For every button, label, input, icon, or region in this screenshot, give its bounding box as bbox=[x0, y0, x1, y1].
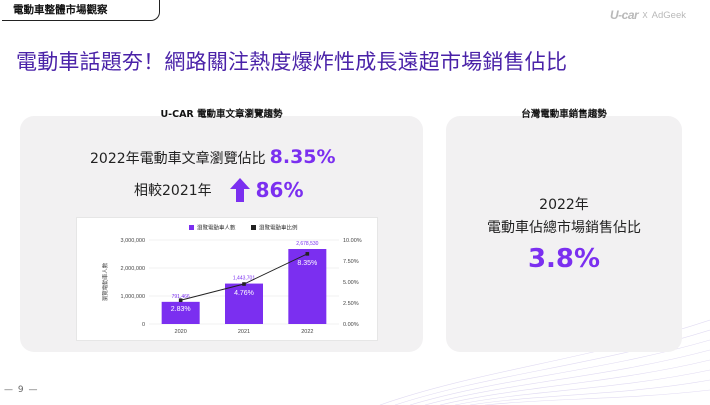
arrow-up-icon bbox=[229, 178, 250, 202]
section-tag: 電動車整體市場觀察 bbox=[2, 0, 160, 21]
chart-ratio-point bbox=[305, 252, 310, 256]
browse-trend-title: U-CAR 電動車文章瀏覽趨勢 bbox=[160, 109, 283, 120]
brand-logos: U-car X AdGeek bbox=[610, 8, 686, 22]
sales-share-label: 電動車佔總市場銷售佔比 bbox=[487, 220, 641, 236]
legend-swatch-line bbox=[251, 225, 256, 230]
growth-stat: 相較2021年 86% bbox=[134, 178, 304, 202]
chart-y-tick-label: 1,000,000 bbox=[121, 294, 145, 300]
legend-label-line: 瀏覽電動車比例 bbox=[259, 224, 298, 232]
sales-trend-panel: 台灣電動車銷售趨勢 2022年 電動車佔總市場銷售佔比 3.8% bbox=[446, 109, 682, 352]
browse-share-stat: 2022年電動車文章瀏覽佔比 8.35% bbox=[90, 146, 336, 168]
chart-ratio-label: 8.35% bbox=[297, 260, 317, 267]
adgeek-logo: AdGeek bbox=[651, 9, 686, 21]
chart-ratio-point bbox=[242, 282, 246, 286]
chart-y-tick-label: 2,000,000 bbox=[121, 266, 145, 272]
chart-y2-tick-label: 2.50% bbox=[343, 301, 359, 307]
logo-separator: X bbox=[642, 10, 648, 20]
chart-bar bbox=[288, 249, 327, 324]
chart-x-tick-label: 2021 bbox=[238, 329, 250, 335]
chart-y2-tick-label: 5.00% bbox=[343, 280, 359, 286]
chart-bar bbox=[225, 283, 263, 324]
chart-y2-tick-label: 10.00% bbox=[343, 238, 362, 244]
chart-y-tick-label: 0 bbox=[142, 322, 145, 328]
chart-y2-tick-label: 7.50% bbox=[343, 259, 359, 265]
chart-y-tick-label: 3,000,000 bbox=[121, 238, 145, 244]
page-title: 電動車話題夯！網路關注熱度爆炸性成長遠超市場銷售佔比 bbox=[16, 50, 568, 74]
chart-bar-label: 1,443,701 bbox=[233, 276, 255, 282]
chart-x-tick-label: 2022 bbox=[301, 329, 313, 335]
chart-y-axis-label: 瀏覽電動車人數 bbox=[101, 262, 109, 301]
chart-x-tick-label: 2020 bbox=[175, 329, 187, 335]
sales-year: 2022年 bbox=[539, 197, 589, 213]
browse-chart: 0 1,000,000 2,000,000 3,000,000 0.00% 2.50% 5.… bbox=[76, 217, 378, 341]
chart-ratio-point bbox=[178, 298, 183, 303]
browse-share-label: 2022年電動車文章瀏覽佔比 bbox=[90, 151, 266, 167]
chart-bar-label: 2,678,530 bbox=[296, 241, 318, 247]
legend-label-bar: 瀏覽電動車人數 bbox=[197, 224, 236, 232]
browse-chart-svg: 0 1,000,000 2,000,000 3,000,000 0.00% 2.50% 5.… bbox=[101, 224, 362, 336]
sales-trend-title: 台灣電動車銷售趨勢 bbox=[521, 109, 607, 120]
ucar-logo: U-car bbox=[610, 8, 639, 22]
chart-ratio-label: 4.76% bbox=[234, 290, 254, 297]
growth-label: 相較2021年 bbox=[134, 183, 212, 199]
sales-share-value: 3.8% bbox=[527, 244, 601, 274]
growth-value: 86% bbox=[255, 178, 304, 202]
legend-swatch-bar bbox=[189, 225, 194, 230]
browse-trend-panel: U-CAR 電動車文章瀏覽趨勢 2022年電動車文章瀏覽佔比 8.35% 相較20… bbox=[20, 109, 423, 352]
chart-bar-label: 791,466 bbox=[172, 294, 190, 300]
page-number: — 9 — bbox=[4, 385, 39, 395]
browse-share-value: 8.35% bbox=[269, 146, 336, 168]
chart-ratio-label: 2.83% bbox=[171, 306, 191, 313]
chart-y2-tick-label: 0.00% bbox=[343, 322, 359, 328]
chart-bar bbox=[161, 301, 200, 324]
